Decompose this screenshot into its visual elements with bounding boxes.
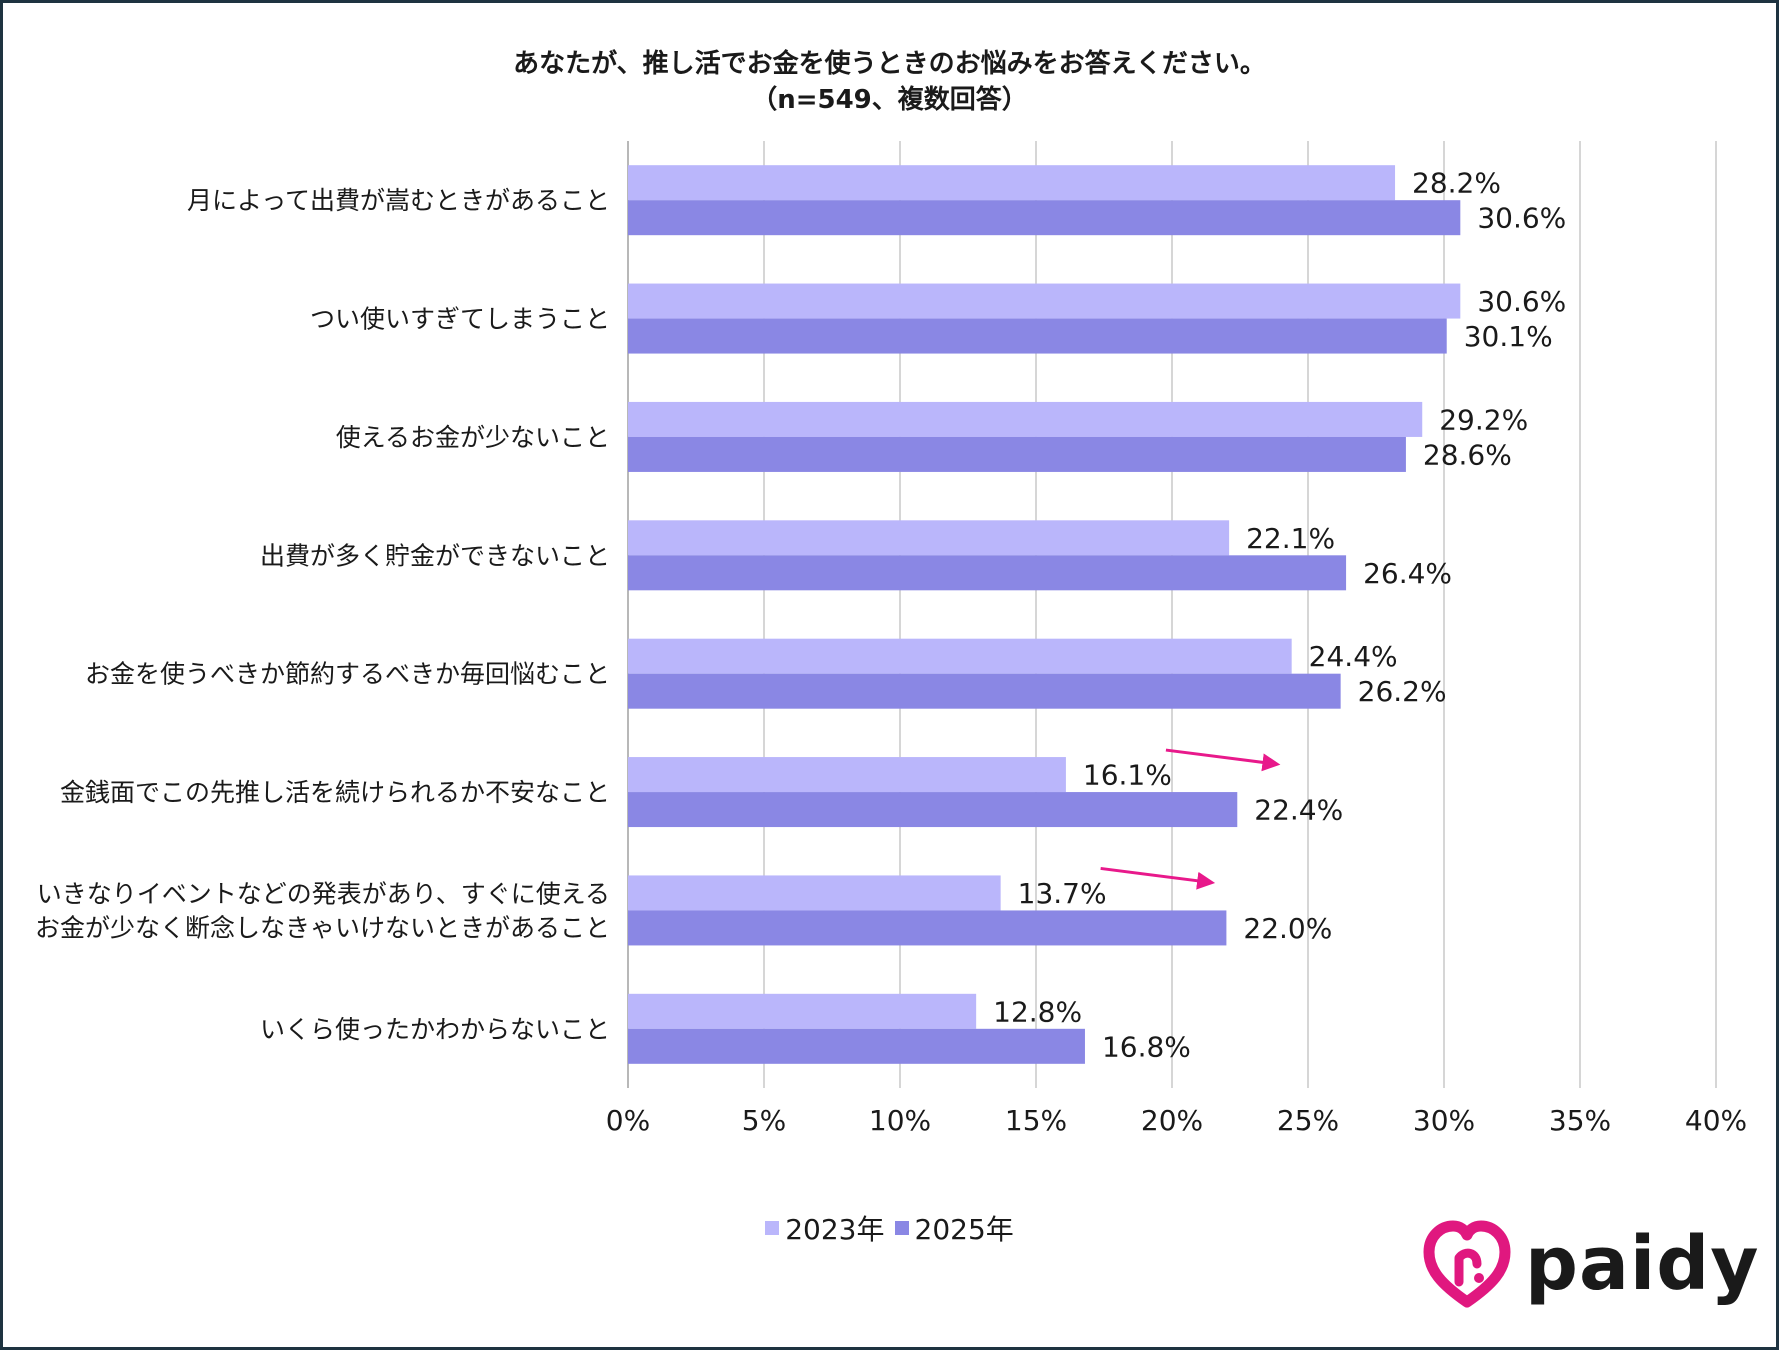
category-label: 使えるお金が少ないこと (336, 423, 610, 452)
data-label-2025: 30.6% (1477, 202, 1566, 235)
data-label-2025: 26.2% (1358, 675, 1447, 708)
x-tick-label: 0% (606, 1104, 650, 1137)
legend-label-2023: 2023年 (785, 1213, 885, 1246)
data-label-2023: 22.1% (1246, 522, 1335, 555)
x-tick-label: 5% (742, 1104, 786, 1137)
paidy-logo: paidy (1421, 1218, 1759, 1310)
x-tick-label: 25% (1277, 1104, 1339, 1137)
increase-arrow-annotation (1165, 748, 1281, 772)
bar-2023 (628, 165, 1396, 201)
bar-chart: 0% 5% 10% 15% 20% 25% 30% 35% 40% 月によって出費が嵩むときがある… (35, 141, 1747, 1137)
bar-2025 (628, 555, 1347, 591)
legend-label-2025: 2025年 (914, 1213, 1014, 1246)
legend-item-2023: 2023年 (765, 1208, 885, 1248)
bar-2025 (628, 318, 1447, 354)
category-label: お金を使うべきか節約するべきか毎回悩むこと (85, 660, 610, 689)
bar-2025 (628, 910, 1227, 946)
bar-2025 (628, 792, 1238, 828)
data-label-2025: 30.1% (1464, 320, 1553, 353)
x-tick-label: 35% (1549, 1104, 1611, 1137)
legend-item-2025: 2025年 (894, 1208, 1014, 1248)
x-tick-label: 40% (1685, 1104, 1747, 1137)
legend-swatch-2025 (894, 1221, 909, 1235)
category-label: いきなりイベントなどの発表があり、すぐに使える (37, 879, 610, 908)
data-label-2023: 24.4% (1309, 640, 1398, 673)
data-label-2023: 12.8% (993, 995, 1082, 1028)
bar-2023 (628, 283, 1461, 319)
legend: 2023年 2025年 (3, 1208, 1776, 1248)
category-label: 月によって出費が嵩むときがあること (187, 186, 610, 215)
data-label-2025: 28.6% (1423, 438, 1512, 471)
category-label: お金が少なく断念しなきゃいけないときがあること (35, 913, 610, 942)
x-tick-label: 15% (1005, 1104, 1067, 1137)
data-label-2023: 30.6% (1477, 285, 1566, 318)
data-label-2023: 29.2% (1439, 403, 1528, 436)
bar-2025 (628, 436, 1406, 472)
data-label-2025: 22.4% (1254, 794, 1343, 827)
bar-2025 (628, 1028, 1085, 1064)
x-tick-label: 20% (1141, 1104, 1203, 1137)
bar-2023 (628, 993, 977, 1029)
category-label: 出費が多く貯金ができないこと (260, 541, 610, 570)
paidy-logo-text: paidy (1525, 1221, 1760, 1307)
category-label: いくら使ったかわからないこと (260, 1015, 610, 1044)
data-label-2025: 22.0% (1243, 912, 1332, 945)
chart-title: あなたが、推し活でお金を使うときのお悩みをお答えください。 (513, 49, 1266, 79)
paidy-heart-icon (1423, 1220, 1511, 1308)
data-label-2023: 13.7% (1018, 877, 1107, 910)
x-tick-label: 10% (869, 1104, 931, 1137)
bar-2023 (628, 520, 1230, 556)
increase-arrow-annotation (1100, 866, 1216, 890)
category-label: 金銭面でこの先推し活を続けられるか不安なこと (60, 778, 610, 807)
chart-subtitle: （n=549、複数回答） (751, 85, 1028, 115)
bar-2023 (628, 401, 1423, 437)
data-label-2025: 26.4% (1363, 557, 1452, 590)
bar-2023 (628, 757, 1066, 793)
bar-2023 (628, 875, 1001, 911)
data-label-2025: 16.8% (1102, 1030, 1191, 1063)
category-label: つい使いすぎてしまうこと (310, 305, 610, 334)
bar-2025 (628, 673, 1341, 709)
data-label-2023: 28.2% (1412, 167, 1501, 200)
bar-2023 (628, 638, 1292, 674)
data-label-2023: 16.1% (1083, 759, 1172, 792)
x-tick-label: 30% (1413, 1104, 1475, 1137)
bar-2025 (628, 200, 1461, 236)
legend-swatch-2023 (765, 1221, 780, 1235)
